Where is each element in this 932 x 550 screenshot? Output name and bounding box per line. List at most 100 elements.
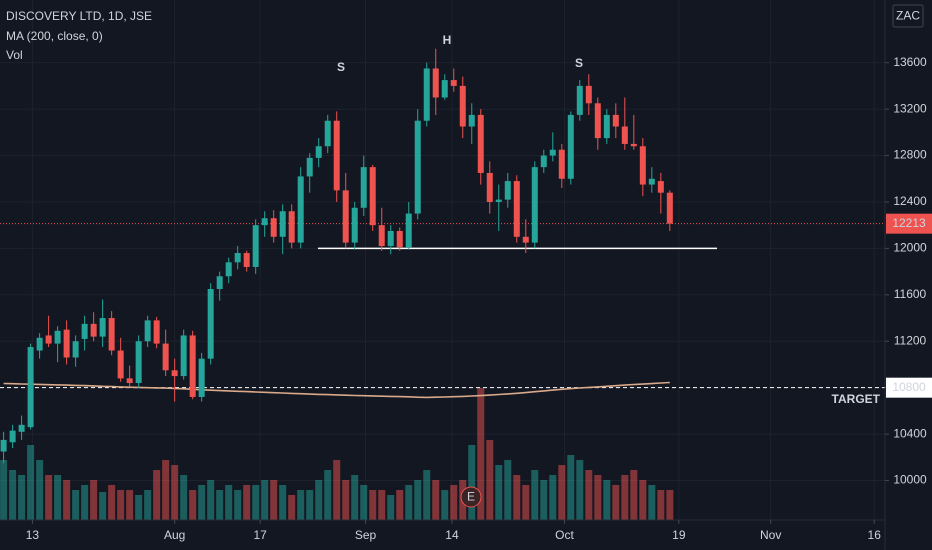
chart-title: DISCOVERY LTD, 1D, JSE [6, 9, 152, 23]
candle-body [180, 335, 187, 377]
candle-body [567, 114, 574, 179]
y-tick-label: 10400 [893, 426, 927, 440]
volume-bar [423, 470, 431, 520]
volume-bar [441, 490, 449, 520]
price-pane: S H S TARGET E [0, 33, 885, 508]
volume-bar [198, 485, 206, 520]
candle-body [378, 225, 385, 247]
candle-body [198, 358, 205, 397]
candle-body [9, 430, 16, 443]
candle-body [126, 378, 133, 384]
candle-body [252, 225, 259, 267]
candle-body [405, 213, 412, 248]
volume-bar [9, 470, 17, 520]
volume-bar [207, 480, 215, 520]
y-tick-label: 13600 [893, 55, 927, 69]
y-tick-label: 12000 [893, 241, 927, 255]
volume-bar [387, 495, 395, 520]
volume-bar [567, 455, 575, 520]
x-tick-label: 19 [672, 528, 686, 542]
volume-bar [90, 480, 98, 520]
candle-body [333, 120, 340, 191]
target-badge-label: 10800 [892, 380, 926, 394]
last-price-label: 12213 [892, 216, 926, 230]
volume-pane [0, 388, 674, 520]
candle-body [531, 167, 538, 243]
candle-body [522, 236, 529, 243]
indicator-label: Vol [6, 48, 23, 62]
volume-bar [369, 490, 377, 520]
indicator-label: MA (200, close, 0) [6, 29, 103, 43]
volume-bar [621, 475, 629, 520]
candle-body [243, 253, 250, 267]
candle-body [0, 439, 7, 452]
volume-bar [81, 485, 89, 520]
volume-bar [225, 485, 233, 520]
volume-bar [27, 445, 35, 520]
candle-body [468, 114, 475, 127]
volume-bar [522, 485, 530, 520]
currency[interactable]: ZAC [896, 9, 920, 23]
candle-body [486, 172, 493, 202]
candle-body [261, 218, 268, 226]
volume-bar [279, 485, 287, 520]
candle-body [189, 335, 196, 397]
y-tick-label: 11200 [894, 333, 927, 347]
volume-bar [396, 490, 404, 520]
candle-body [54, 330, 61, 344]
candle-body [495, 199, 502, 202]
volume-bar [45, 475, 53, 520]
x-tick-label: Nov [760, 528, 781, 542]
candle-body [144, 320, 151, 342]
pattern-label: S [575, 56, 583, 70]
candle-body [171, 370, 178, 377]
volume-bar [630, 470, 638, 520]
candle-body [603, 114, 610, 139]
volume-bar [36, 460, 44, 520]
volume-bar [558, 465, 566, 520]
volume-bar [351, 475, 359, 520]
volume-bar [270, 480, 278, 520]
candle-body [36, 337, 43, 351]
candle-body [279, 211, 286, 237]
volume-bar [477, 388, 485, 520]
currency-box[interactable] [892, 4, 924, 28]
y-tick-label: 12800 [893, 148, 927, 162]
candle-body [450, 80, 457, 86]
volume-bar [108, 485, 116, 520]
volume-bar [63, 480, 71, 520]
candle-body [216, 276, 223, 290]
candle-body [72, 341, 79, 358]
candle-body [297, 176, 304, 243]
candle-body [585, 85, 592, 104]
candle-body [306, 157, 313, 177]
y-tick-label: 10000 [893, 473, 927, 487]
volume-bar [639, 480, 647, 520]
volume-bar [540, 480, 548, 520]
candle-body [369, 167, 376, 226]
volume-bar [243, 485, 251, 520]
candle-body [594, 103, 601, 139]
candle-body [162, 343, 169, 371]
candle-body [441, 80, 448, 98]
candle-body [432, 68, 439, 98]
volume-bar [603, 480, 611, 520]
volume-bar [315, 480, 323, 520]
volume-bar [486, 440, 494, 520]
volume-bar [216, 490, 224, 520]
volume-bar [378, 490, 386, 520]
candle-body [81, 323, 88, 339]
volume-bar [306, 490, 314, 520]
ma-line [3, 381, 670, 399]
volume-bar [99, 492, 107, 520]
candle-body [117, 350, 124, 379]
volume-bar [0, 460, 8, 520]
candle-body [153, 320, 160, 344]
volume-bar [324, 470, 332, 520]
volume-bar [585, 470, 593, 520]
candle-body [477, 114, 484, 173]
volume-bar [612, 485, 620, 520]
candle-body [549, 149, 556, 156]
volume-bar [576, 460, 584, 520]
